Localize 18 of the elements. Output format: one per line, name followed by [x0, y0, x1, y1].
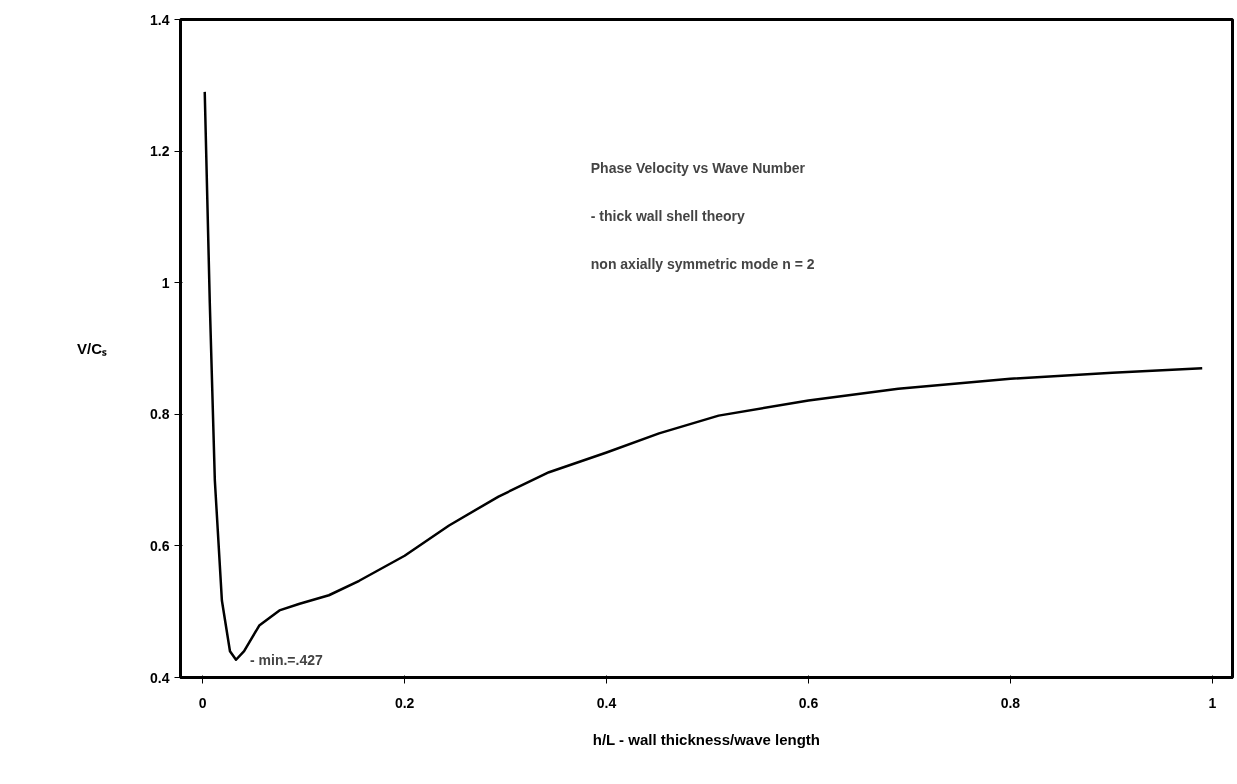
y-tick-label: 1.4: [150, 11, 170, 28]
y-tick-label: 1: [161, 274, 170, 291]
annotation: - thick wall shell theory: [590, 207, 746, 224]
y-axis-title: V/Cₛ: [77, 340, 108, 357]
x-tick-label: 1: [1208, 694, 1217, 711]
y-tick-label: 1.2: [150, 143, 170, 160]
x-tick-label: 0.2: [394, 694, 415, 711]
annotation: - min.=.427: [250, 651, 323, 668]
x-tick-label: 0.8: [1000, 694, 1021, 711]
y-tick-label: 0.8: [150, 406, 170, 423]
annotation: non axially symmetric mode n = 2: [590, 255, 815, 272]
x-tick-label: 0.4: [596, 694, 617, 711]
annotation: Phase Velocity vs Wave Number: [590, 159, 806, 176]
x-tick-label: 0.6: [798, 694, 819, 711]
x-axis-title: h/L - wall thickness/wave length: [592, 730, 821, 748]
x-tick-label: 0: [198, 694, 207, 711]
y-tick-label: 0.6: [150, 537, 170, 554]
y-tick-label: 0.4: [150, 669, 170, 686]
